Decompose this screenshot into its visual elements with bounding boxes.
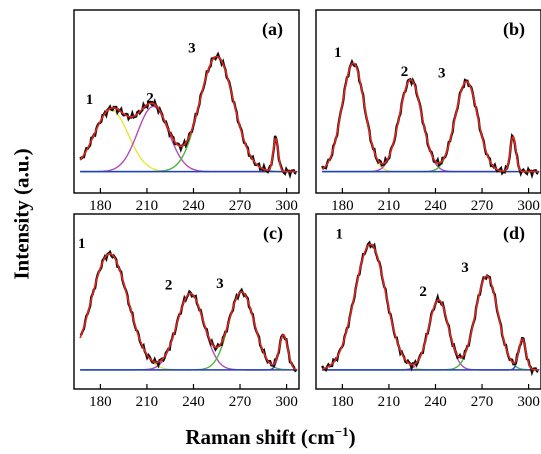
x-tick-label: 210	[378, 198, 401, 214]
x-tick-label: 270	[471, 394, 494, 410]
x-tick-label: 240	[182, 198, 205, 214]
x-tick-label: 210	[136, 198, 159, 214]
experimental-curve	[79, 51, 297, 180]
panel-label: (c)	[263, 223, 283, 244]
peak-number-label: 1	[336, 226, 344, 242]
peak-curve-1	[321, 62, 539, 173]
plot-frame	[315, 9, 541, 194]
experimental-curve	[321, 240, 539, 377]
panel-b: 180 210 240 270 300 (b) 1 2 3	[315, 9, 541, 214]
x-tick-label: 300	[517, 394, 540, 410]
x-tick-label: 180	[89, 198, 112, 214]
plot-frame	[73, 213, 300, 390]
x-axis-label-main: Raman shift (cm	[185, 425, 335, 449]
x-tick-label: 240	[182, 394, 205, 410]
x-tick-label: 270	[471, 198, 494, 214]
plot-frame	[315, 213, 541, 390]
plot-frame	[73, 9, 300, 194]
x-tick-label: 180	[331, 394, 354, 410]
peak-number-label: 2	[419, 284, 427, 300]
peak-curve-2	[322, 299, 539, 371]
fit-curve	[322, 243, 539, 371]
peak-number-label: 2	[165, 278, 173, 294]
x-axis-label-close: )	[348, 425, 356, 449]
panel-label: (a)	[262, 19, 283, 40]
panel-label: (b)	[503, 19, 525, 40]
peak-number-label: 3	[461, 260, 469, 276]
x-tick-label: 180	[89, 394, 112, 410]
fit-curve	[79, 252, 297, 371]
peak-number-label: 1	[86, 92, 94, 108]
peak-curve-3	[80, 291, 297, 371]
x-tick-label: 300	[275, 198, 298, 214]
peak-curve-1	[322, 243, 539, 371]
peak-number-label: 2	[146, 91, 154, 107]
x-tick-label: 240	[424, 394, 447, 410]
x-tick-label: 270	[229, 394, 252, 410]
peak-number-label: 2	[401, 64, 409, 80]
panel-a: 180 210 240 270 300 (a) 1 2 3	[73, 9, 300, 214]
fit-curve	[321, 62, 539, 173]
peak-number-label: 1	[334, 45, 342, 61]
x-tick-label: 210	[136, 394, 159, 410]
panel-d: 180 210 240 270 300 (d) 1 2 3	[315, 213, 541, 410]
x-tick-label: 210	[378, 394, 401, 410]
experimental-curve	[321, 58, 539, 180]
panel-label: (d)	[503, 223, 525, 244]
peak-curve-3	[322, 80, 539, 173]
x-tick-label: 270	[229, 198, 252, 214]
x-tick-label: 180	[331, 198, 354, 214]
fit-curve	[79, 55, 297, 173]
x-tick-label: 300	[275, 394, 298, 410]
x-axis-label-exponent: −1	[334, 424, 349, 439]
peak-number-label: 1	[78, 236, 86, 252]
peak-number-label: 3	[438, 65, 446, 81]
peak-curve-2	[322, 79, 539, 173]
panel-c: 180 210 240 270 300 (c) 1 2 3	[73, 213, 300, 410]
peak-number-label: 3	[216, 276, 224, 292]
x-axis-label: Raman shift (cm−1)	[0, 424, 541, 450]
x-tick-label: 300	[517, 198, 540, 214]
x-tick-label: 240	[424, 198, 447, 214]
peak-curve-3	[80, 55, 297, 173]
peak-number-label: 3	[188, 40, 196, 56]
peak-curve-2	[80, 292, 297, 371]
